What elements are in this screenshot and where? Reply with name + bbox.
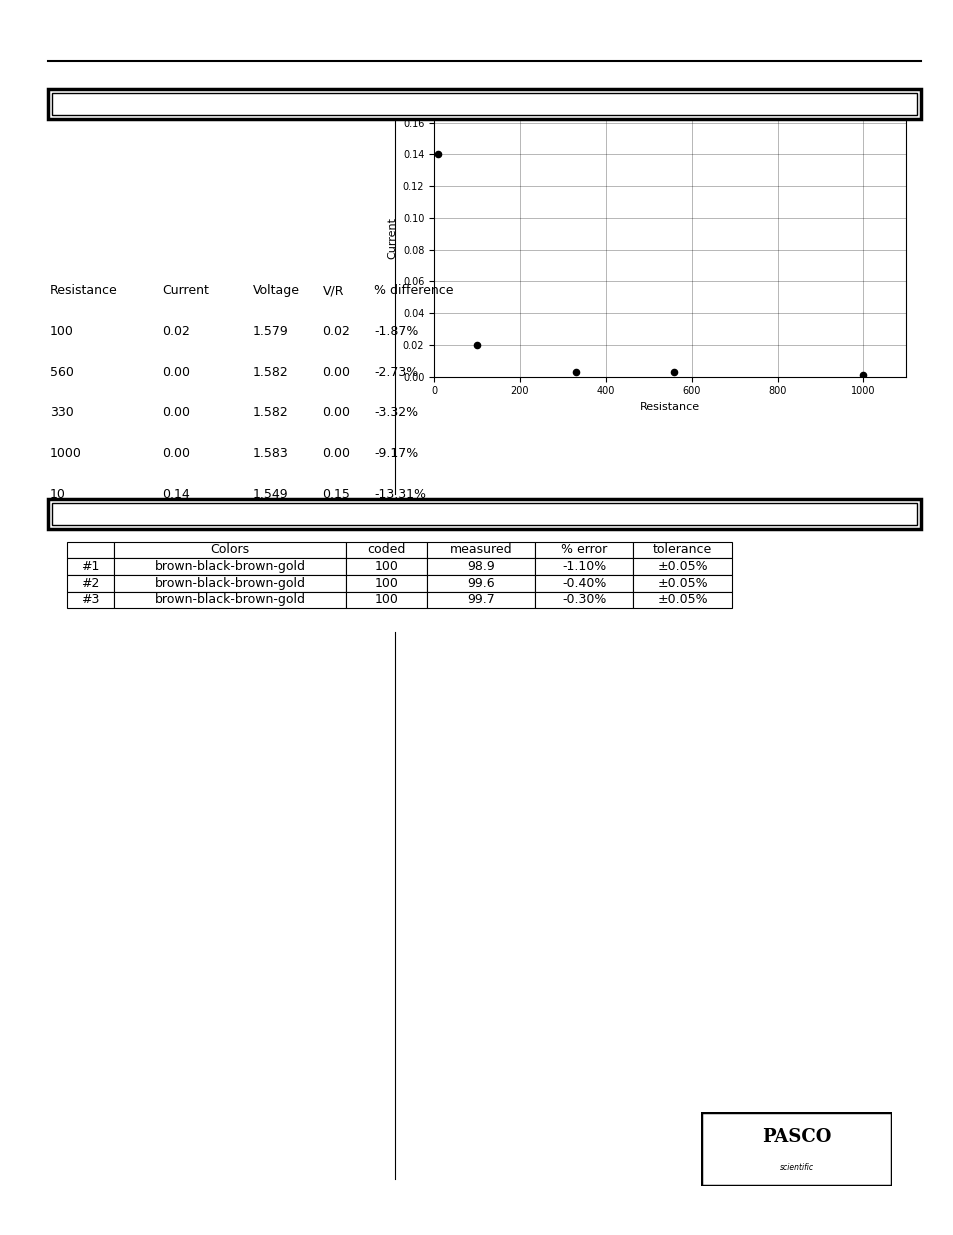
Text: 0.02: 0.02 [322,325,350,338]
Text: PASCO: PASCO [761,1129,830,1146]
Text: 1.549: 1.549 [253,488,288,501]
Text: 1.579: 1.579 [253,325,288,338]
Text: 0.15: 0.15 [322,488,350,501]
Text: -2.73%: -2.73% [374,366,417,379]
Text: -3.32%: -3.32% [374,406,417,420]
Text: 0.00: 0.00 [162,366,190,379]
Text: 1.582: 1.582 [253,366,288,379]
Text: V/R: V/R [322,284,344,298]
Point [666,362,681,382]
Point [430,144,445,164]
Text: -1.87%: -1.87% [374,325,418,338]
Text: Resistance: Resistance [50,284,117,298]
Text: 1.583: 1.583 [253,447,288,461]
Text: 0.00: 0.00 [322,366,350,379]
Text: 0.00: 0.00 [162,406,190,420]
Text: 0.02: 0.02 [162,325,190,338]
Text: 0.00: 0.00 [162,447,190,461]
Text: 0.14: 0.14 [162,488,190,501]
Point [567,362,582,382]
X-axis label: Resistance: Resistance [639,401,700,412]
Text: % difference: % difference [374,284,453,298]
Text: 0.00: 0.00 [322,406,350,420]
Text: scientific: scientific [779,1162,813,1172]
Text: Current: Current [162,284,209,298]
Text: 100: 100 [50,325,73,338]
Text: 1000: 1000 [50,447,81,461]
Text: -13.31%: -13.31% [374,488,426,501]
Text: Voltage: Voltage [253,284,299,298]
Text: 330: 330 [50,406,73,420]
Text: -9.17%: -9.17% [374,447,417,461]
Y-axis label: Current: Current [387,216,396,259]
Text: 1.582: 1.582 [253,406,288,420]
Text: 0.00: 0.00 [322,447,350,461]
Text: 10: 10 [50,488,66,501]
Point [855,366,870,385]
Point [469,335,484,354]
Text: 560: 560 [50,366,73,379]
